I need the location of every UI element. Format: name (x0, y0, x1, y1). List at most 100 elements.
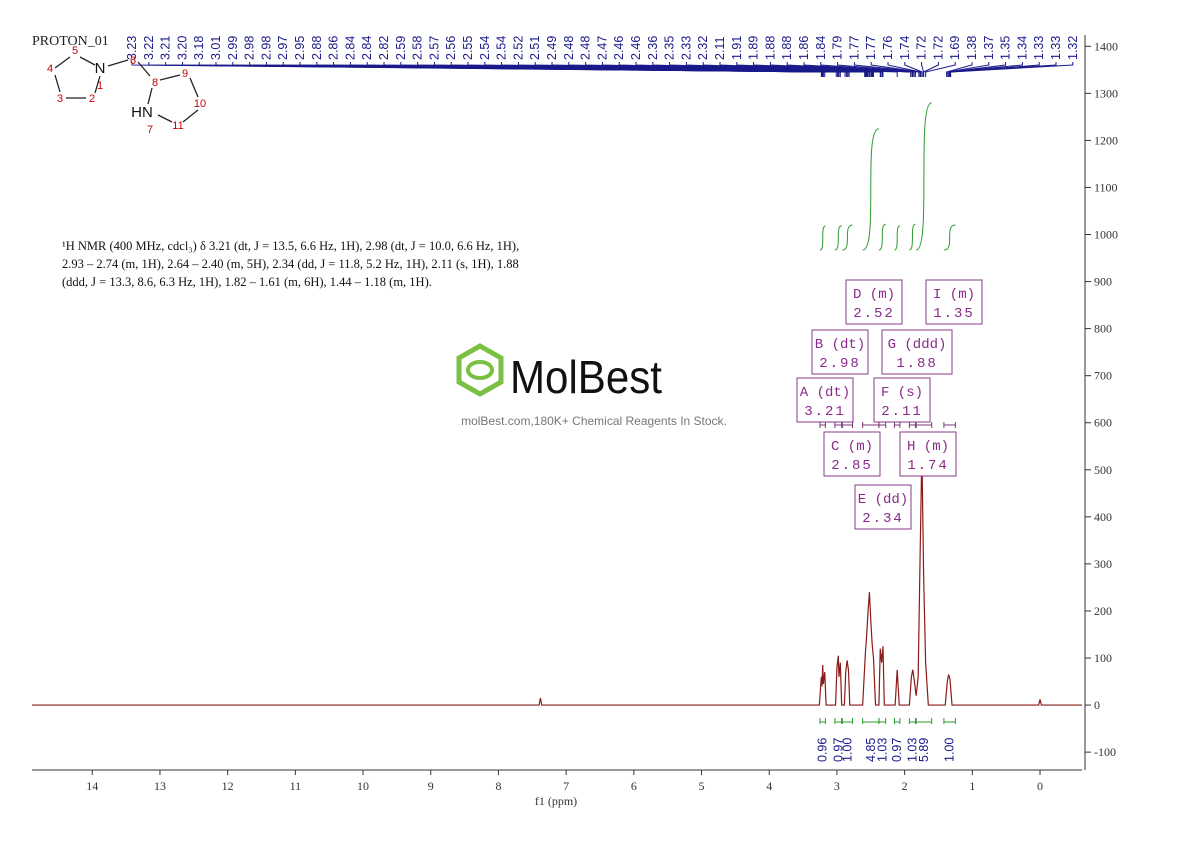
logo-hexagon (456, 343, 504, 397)
integral-label: 0.97 (890, 738, 904, 762)
peak-pointer (702, 62, 884, 77)
peak-label: 1.72 (931, 36, 945, 60)
integral-bracket (908, 718, 916, 724)
integral-curve (894, 225, 901, 251)
x-tick-label: 12 (222, 779, 234, 793)
peak-label: 1.74 (898, 36, 912, 60)
integral-curve (909, 223, 916, 251)
x-tick-label: 6 (631, 779, 637, 793)
multiplet-shift: 3.21 (804, 404, 846, 420)
multiplet-bracket (819, 422, 826, 428)
y-tick-label: 900 (1094, 275, 1112, 289)
description-line: (ddd, J = 13.3, 8.6, 6.3 Hz, 1H), 1.82 –… (62, 275, 432, 289)
multiplet-box (811, 329, 869, 375)
peak-label: 3.21 (159, 36, 173, 60)
bond (54, 74, 61, 93)
bond (79, 56, 96, 66)
peak-label: 2.88 (310, 36, 324, 60)
y-tick-label: 0 (1094, 698, 1100, 712)
peak-pointer (786, 62, 914, 77)
peak-label: 2.57 (427, 36, 441, 60)
peak-pointer (948, 62, 1023, 77)
peak-pointer (904, 62, 923, 77)
peak-label: 2.98 (259, 36, 273, 60)
multiplet-bracket (878, 422, 887, 428)
logo-ring (466, 360, 494, 380)
x-tick-label: 3 (834, 779, 840, 793)
peak-label: 1.79 (831, 36, 845, 60)
integral-curve (842, 224, 853, 251)
peak-label: 1.38 (965, 36, 979, 60)
peak-label: 2.99 (226, 36, 240, 60)
integral-bracket (834, 718, 843, 724)
peak-label: 1.33 (1032, 36, 1046, 60)
multiplet-shift: 1.88 (896, 356, 938, 372)
peak-label: 2.54 (495, 36, 509, 60)
peak-label: 2.49 (545, 36, 559, 60)
multiplet-box (881, 329, 953, 375)
peak-label: 2.58 (411, 36, 425, 60)
peak-label: 1.76 (881, 36, 895, 60)
x-tick-label: 13 (154, 779, 166, 793)
x-tick-label: 2 (902, 779, 908, 793)
y-tick-label: 800 (1094, 322, 1112, 336)
integral-bracket (915, 718, 933, 724)
multiplet-name: G (ddd) (888, 337, 947, 353)
peak-label: 2.46 (629, 36, 643, 60)
integral-curve (819, 225, 826, 251)
integral-label: 5.89 (917, 738, 931, 762)
multiplet-box (796, 377, 854, 423)
peak-pointer (820, 62, 916, 77)
multiplet-shift: 1.74 (907, 458, 949, 474)
peak-pointer (870, 62, 921, 77)
atom-label: 7 (147, 124, 153, 136)
atom-label: 2 (89, 93, 95, 105)
y-tick-label: 1400 (1094, 39, 1118, 53)
peak-label: 2.47 (595, 36, 609, 60)
peak-label: 1.88 (780, 36, 794, 60)
peak-pointer (949, 62, 1057, 77)
peak-label: 2.98 (243, 36, 257, 60)
bond (94, 75, 101, 94)
x-tick-label: 8 (495, 779, 501, 793)
x-tick-label: 0 (1037, 779, 1043, 793)
peak-label: 2.84 (360, 36, 374, 60)
bond (159, 74, 181, 81)
logo (456, 343, 504, 397)
watermark-tagline: molBest.com,180K+ Chemical Reagents In S… (461, 414, 727, 428)
peak-label: 2.86 (327, 36, 341, 60)
description-line: ¹H NMR (400 MHz, cdcl₃) δ 3.21 (dt, J = … (62, 239, 519, 253)
atom-label: N (95, 60, 106, 77)
peak-pointer (948, 62, 1007, 77)
peak-label: 2.55 (461, 36, 475, 60)
structure-bonds (54, 56, 199, 123)
peak-label: 3.18 (192, 36, 206, 60)
peak-label: 3.01 (209, 36, 223, 60)
peak-label: 1.33 (1049, 36, 1063, 60)
y-tick-label: 200 (1094, 604, 1112, 618)
multiplet-bracket (908, 422, 916, 428)
peak-label: 1.77 (864, 36, 878, 60)
x-tick-label: 14 (86, 779, 98, 793)
chart-title: PROTON_01 (32, 34, 109, 49)
multiplet-name: C (m) (831, 439, 873, 455)
integral-bracket (943, 718, 956, 724)
x-tick-label: 9 (428, 779, 434, 793)
peak-label: 2.46 (612, 36, 626, 60)
peak-label: 1.77 (847, 36, 861, 60)
peak-pointer (950, 62, 1074, 77)
bond (182, 109, 199, 123)
peak-label: 2.97 (276, 36, 290, 60)
integral-label: 1.03 (875, 738, 889, 762)
bond (137, 61, 151, 77)
peak-pointer (946, 62, 990, 77)
multiplet-box (925, 279, 983, 325)
integral-label: 1.00 (840, 738, 854, 762)
y-tick-label: 1000 (1094, 228, 1118, 242)
peak-label: 2.84 (343, 36, 357, 60)
peak-label: 1.34 (1015, 36, 1029, 60)
peak-label: 2.11 (713, 37, 727, 60)
peak-label: 2.54 (478, 36, 492, 60)
